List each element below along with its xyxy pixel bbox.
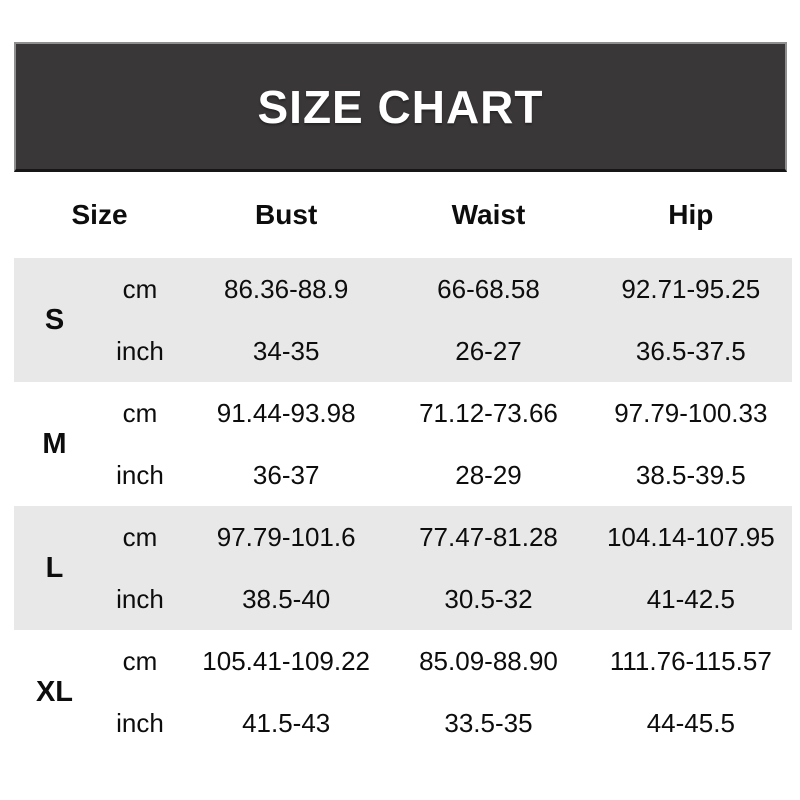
table-row-xl: XL cm 105.41-109.22 85.09-88.90 111.76-1…	[14, 630, 792, 754]
hip-inch-value: 41-42.5	[646, 583, 735, 614]
hip-inch-value: 38.5-39.5	[635, 459, 746, 490]
bust-inch-value: 41.5-43	[242, 707, 331, 738]
table-header-row: Size Bust Waist Hip	[14, 172, 792, 258]
size-label: XL	[35, 675, 74, 708]
size-label: L	[45, 551, 64, 584]
hip-cm-value: 111.76-115.57	[609, 645, 772, 676]
unit-label-cm: cm	[122, 645, 158, 676]
column-header-size: Size	[71, 199, 128, 230]
bust-inch-value: 38.5-40	[242, 583, 331, 614]
waist-cm-value: 71.12-73.66	[419, 397, 558, 428]
waist-cm-value: 85.09-88.90	[419, 645, 558, 676]
hip-cm-value: 97.79-100.33	[614, 397, 768, 428]
bust-cm-value: 86.36-88.9	[224, 273, 349, 304]
column-header-bust: Bust	[255, 199, 318, 230]
hip-inch-value: 36.5-37.5	[635, 335, 746, 366]
size-label: M	[42, 427, 67, 460]
waist-inch-value: 28-29	[455, 459, 522, 490]
waist-inch-value: 33.5-35	[444, 707, 533, 738]
hip-cm-value: 92.71-95.25	[621, 273, 761, 304]
title-banner: SIZE CHART	[14, 42, 787, 172]
waist-cm-value: 77.47-81.28	[419, 521, 558, 552]
page-title: SIZE CHART	[257, 80, 544, 133]
hip-cm-value: 104.14-107.95	[606, 521, 775, 552]
unit-label-cm: cm	[122, 397, 158, 428]
bust-cm-value: 105.41-109.22	[202, 645, 371, 676]
bust-cm-value: 97.79-101.6	[216, 521, 356, 552]
bust-inch-value: 34-35	[252, 335, 320, 366]
waist-inch-value: 30.5-32	[444, 583, 533, 614]
column-header-hip: Hip	[668, 199, 714, 230]
unit-label-cm: cm	[122, 273, 158, 304]
waist-inch-value: 26-27	[455, 335, 522, 366]
size-table: Size Bust Waist Hip S cm 86.36-88.9 66-6…	[14, 172, 792, 754]
bust-inch-value: 36-37	[252, 459, 320, 490]
table-row-l: L cm 97.79-101.6 77.47-81.28 104.14-107.…	[14, 506, 792, 630]
table-row-m: M cm 91.44-93.98 71.12-73.66 97.79-100.3…	[14, 382, 792, 506]
waist-cm-value: 66-68.58	[437, 273, 540, 304]
unit-label-cm: cm	[122, 521, 158, 552]
unit-label-inch: inch	[116, 335, 164, 366]
unit-label-inch: inch	[116, 583, 164, 614]
unit-label-inch: inch	[116, 707, 164, 738]
table-row-s: S cm 86.36-88.9 66-68.58 92.71-95.25 inc…	[14, 258, 792, 382]
column-header-waist: Waist	[451, 199, 526, 230]
size-label: S	[44, 303, 65, 336]
bust-cm-value: 91.44-93.98	[216, 397, 356, 428]
hip-inch-value: 44-45.5	[646, 707, 735, 738]
unit-label-inch: inch	[116, 459, 164, 490]
